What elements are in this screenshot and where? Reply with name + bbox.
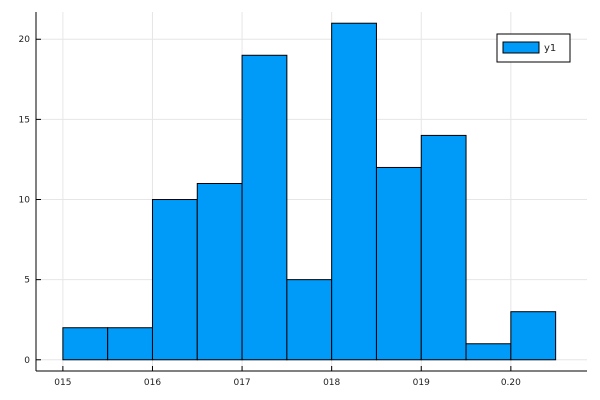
x-tick-label: 017 (233, 378, 250, 388)
bar (331, 22, 377, 361)
bars (62, 22, 557, 361)
bar (510, 311, 557, 361)
y-tick-label: 5 (24, 276, 30, 286)
legend: y1 (496, 33, 571, 63)
bar (420, 134, 467, 361)
bar (151, 199, 198, 361)
y-tick-label: 20 (19, 35, 31, 45)
bar (465, 343, 512, 361)
y-tick-label: 15 (19, 115, 30, 125)
x-tick-label: 0.20 (501, 378, 521, 388)
axes (35, 12, 587, 372)
bar (107, 327, 153, 361)
x-tick-label: 018 (323, 378, 340, 388)
x-tick-label: 019 (413, 378, 430, 388)
y-tick-label: 10 (19, 196, 31, 206)
bar (375, 166, 422, 361)
x-ticks: 015 016 017 018 019 0.20 (54, 366, 521, 388)
legend-swatch-y1 (502, 41, 540, 54)
y-tick-label: 0 (24, 356, 30, 366)
x-tick-label: 015 (54, 378, 71, 388)
bar (196, 182, 243, 361)
bar (62, 327, 109, 361)
bar (241, 54, 288, 361)
y-ticks: 0 5 10 15 20 (19, 35, 41, 366)
bar (286, 279, 333, 361)
x-tick-label: 016 (144, 378, 161, 388)
legend-label-y1: y1 (544, 43, 556, 54)
